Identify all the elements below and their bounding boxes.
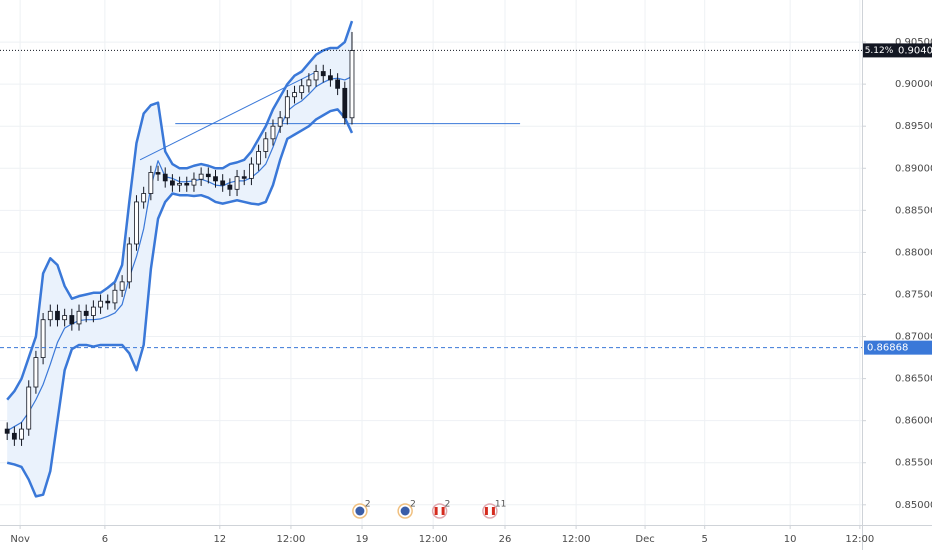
price-label-box [864,340,932,355]
candle-body [19,428,24,440]
candle-body [177,183,182,186]
candle-body [141,193,147,203]
candle-body [62,315,68,321]
candle-body [191,178,197,186]
x-tick-label: 12:00 [562,534,591,545]
candle-body [349,50,355,119]
candle-body [328,75,333,81]
candle-body [162,173,168,182]
candle-body [335,79,341,89]
x-tick-label: 6 [102,534,108,545]
candle-body [256,151,262,165]
candle-body [284,96,290,119]
x-tick-label: Dec [635,534,654,545]
price-change: 5.12% [865,46,894,56]
candle-body [55,310,60,321]
candle-body [112,289,118,304]
x-tick-label: 12:00 [845,534,874,545]
candle-body [126,243,132,283]
candle-body [263,138,269,152]
event-count: 11 [495,500,506,510]
candle-body [33,357,39,388]
price-change-box [863,43,895,58]
candle-body [40,319,46,358]
candle-body [249,163,254,179]
x-tick-label: 12:00 [419,534,448,545]
candle-body [169,180,175,186]
candle-body [227,184,233,190]
event-flag [355,506,365,516]
candle-body [277,117,283,127]
candle-body [299,85,305,93]
candle-body [155,172,161,175]
candle-body [90,306,96,316]
candle-body [134,201,139,245]
candle-body [11,432,17,440]
candle-body [105,300,111,304]
candle-body [234,176,240,190]
candle-body [69,315,75,325]
event-count: 2 [445,500,451,510]
candle-body [26,386,32,430]
candle-body [306,79,312,87]
candle-body [342,87,348,119]
trend-line [139,71,316,161]
candle-body [320,71,326,77]
event-count: 2 [410,500,416,510]
x-tick-label: Nov [10,534,30,545]
band-line [6,20,354,401]
candle-body [313,71,319,81]
event-flag [437,507,442,515]
x-tick-label: 12:00 [277,534,306,545]
candle-body [98,300,103,308]
candle-body [148,172,154,194]
price-label: 0.90401 [898,45,932,56]
candle-body [213,176,218,182]
price-label: 0.86868 [867,343,908,354]
candle-body [220,180,226,186]
x-tick-label: 26 [499,534,512,545]
plot [0,20,862,519]
candle-body [76,310,82,325]
candle-body [47,310,53,321]
x-tick-label: 5 [701,534,707,545]
candle-body [119,281,125,291]
x-tick-label: 12 [213,534,226,545]
price-label-box [895,43,932,58]
candle-body [241,176,247,179]
x-tick-label: 19 [356,534,369,545]
candle-body [83,310,89,316]
candle-body [205,173,211,178]
candle-body [292,92,297,98]
candle-body [4,428,10,434]
candle-body [184,183,190,186]
event-flag [487,507,492,515]
event-count: 2 [365,500,371,510]
y-tick-label: 0.90500 [895,37,932,48]
band-line [6,108,354,498]
x-tick-label: 10 [784,534,797,545]
candle-body [198,173,204,180]
event-flag [400,506,410,516]
candle-body [270,125,276,140]
